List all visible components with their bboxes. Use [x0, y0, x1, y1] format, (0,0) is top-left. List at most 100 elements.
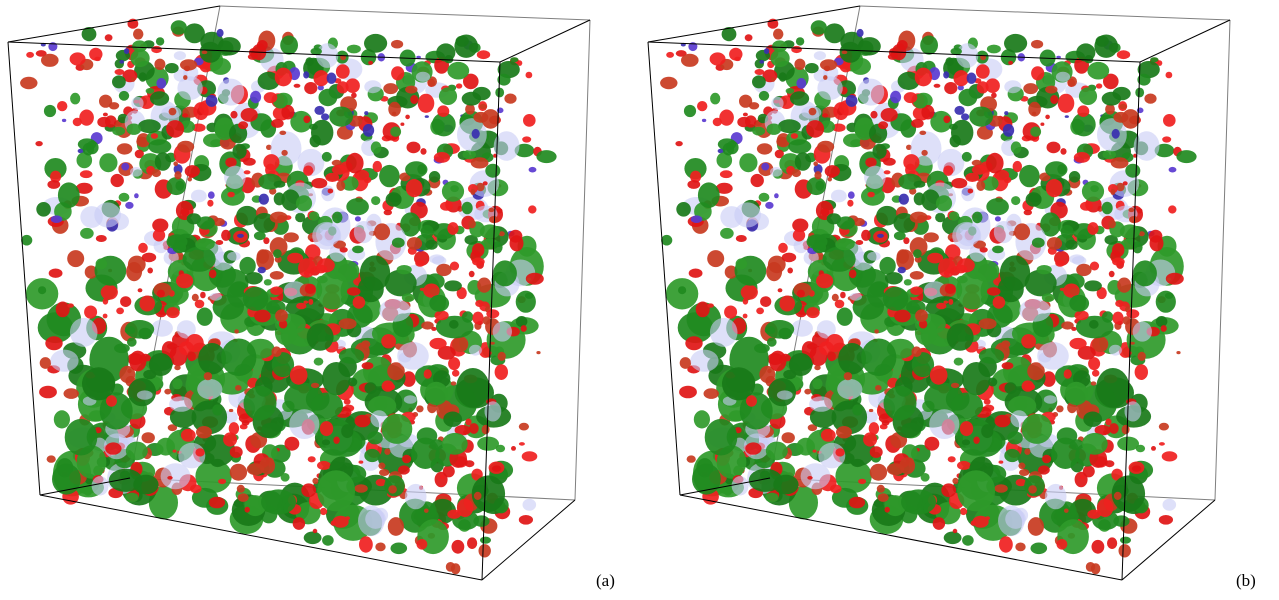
blob: [301, 483, 317, 498]
blob: [172, 449, 177, 453]
blob: [950, 47, 962, 56]
blob: [794, 152, 811, 171]
blob: [468, 344, 482, 356]
blob: [50, 215, 63, 223]
blob: [136, 390, 153, 400]
blob: [836, 216, 855, 230]
blob: [361, 362, 374, 370]
blob: [911, 118, 924, 128]
blob: [411, 437, 440, 469]
blob: [877, 493, 889, 502]
blob: [136, 136, 147, 147]
panel-label: (b): [1236, 571, 1256, 590]
blob: [139, 295, 155, 312]
blob: [765, 492, 779, 503]
blob: [1112, 257, 1125, 266]
blob: [150, 133, 159, 139]
blob: [814, 365, 821, 371]
blob: [839, 41, 861, 63]
blob: [953, 357, 964, 366]
blob: [972, 515, 989, 528]
blob: [114, 69, 125, 75]
blob: [722, 367, 756, 401]
cube-edge: [481, 61, 501, 581]
blob: [346, 44, 361, 54]
blob: [791, 319, 813, 337]
blob: [1096, 368, 1130, 408]
blob: [270, 286, 284, 296]
blob: [1007, 431, 1023, 445]
blob: [1131, 465, 1142, 472]
blob: [455, 83, 463, 89]
blob: [903, 154, 920, 171]
cube-edge: [679, 494, 1123, 581]
blob: [322, 535, 334, 546]
blob: [752, 75, 766, 89]
blob: [116, 143, 133, 155]
blob: [343, 398, 351, 405]
blob: [771, 96, 784, 111]
blob: [993, 221, 1014, 244]
blob: [790, 91, 810, 106]
blob: [269, 211, 288, 224]
volume-render: [20, 18, 557, 575]
blob: [1045, 85, 1058, 94]
blob: [489, 341, 495, 345]
blob: [911, 352, 935, 378]
blob: [1078, 87, 1098, 105]
blob: [318, 88, 338, 107]
blob: [273, 192, 285, 206]
blob: [858, 37, 881, 56]
blob: [310, 382, 320, 389]
blob: [857, 78, 885, 106]
cube-edge: [647, 41, 681, 496]
cube-edge: [219, 5, 591, 21]
blob: [1111, 468, 1123, 481]
blob: [1077, 346, 1096, 360]
blob: [739, 94, 753, 108]
blob: [774, 149, 784, 159]
blob: [944, 283, 956, 294]
blob: [1161, 451, 1178, 462]
blob: [67, 303, 74, 308]
blob: [183, 75, 188, 80]
blob: [273, 180, 286, 188]
blob: [240, 108, 258, 122]
blob: [428, 171, 441, 183]
blob: [1077, 105, 1090, 117]
blob: [129, 350, 147, 372]
blob: [244, 506, 250, 513]
blob: [170, 20, 187, 35]
blob: [758, 192, 770, 202]
blob: [971, 159, 982, 167]
blob: [63, 388, 79, 399]
blob: [1132, 241, 1143, 254]
blob: [173, 164, 183, 175]
blob: [317, 85, 324, 91]
blob: [406, 237, 423, 250]
blob: [480, 536, 491, 544]
blob: [436, 263, 452, 277]
blob: [776, 390, 793, 400]
blob: [43, 104, 57, 118]
blob: [112, 75, 126, 89]
blob: [1036, 265, 1052, 275]
blob: [271, 352, 295, 378]
blob: [783, 369, 797, 380]
blob: [449, 261, 460, 271]
blob: [296, 302, 307, 310]
blob: [943, 300, 949, 304]
blob: [338, 318, 357, 330]
blob: [331, 159, 342, 167]
blob: [910, 286, 924, 296]
blob: [792, 218, 809, 233]
blob: [901, 489, 936, 515]
blob: [1018, 462, 1026, 470]
blob: [679, 385, 697, 399]
blob: [985, 78, 1000, 93]
blob: [261, 489, 296, 515]
blob: [957, 258, 975, 273]
blob: [869, 446, 883, 458]
blob: [913, 249, 922, 259]
blob: [959, 421, 974, 437]
